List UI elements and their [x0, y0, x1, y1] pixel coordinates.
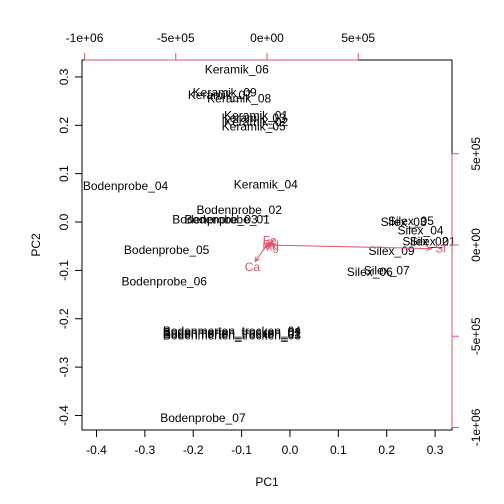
loading-label: Si	[435, 242, 446, 256]
x-tick-label: 0.0	[282, 443, 299, 457]
x-tick-label: -0.1	[231, 443, 252, 457]
observation-label: Silex_04	[398, 224, 444, 238]
observation-label: Bodenmerten_trocken_04	[163, 324, 301, 338]
y-tick-label: -0.2	[57, 308, 71, 329]
observation-label: Keramik_06	[205, 63, 269, 77]
observation-label: Keramik_05	[222, 119, 286, 133]
observation-label: Keramik_09	[193, 85, 257, 99]
observation-label: Keramik_03	[222, 111, 286, 125]
observation-label: Keramik_01	[224, 109, 288, 123]
y-tick-label: 0.0	[57, 213, 71, 230]
loading-label: Mg	[262, 239, 279, 253]
observation-label: Silex_03	[381, 215, 427, 229]
observation-label: Bodenprobe_07	[160, 411, 246, 425]
observation-label: Bodenprobe_06	[122, 275, 208, 289]
observation-label: Bodenmerten_trocken_01	[163, 327, 301, 341]
y-tick-label: -0.3	[57, 356, 71, 377]
observation-label: Keramik_04	[234, 177, 298, 191]
observation-labels: Keramik_06 Keramik_09Keramik_07Keramik_08…	[83, 63, 456, 425]
secondary-y-tick-label: -1e+06	[469, 408, 483, 446]
observation-label: Silex_09	[369, 244, 415, 258]
secondary-x-tick-label: 0e+00	[250, 31, 284, 45]
observation-label: Bodenprobe_01	[184, 213, 270, 227]
secondary-x-tick-label: -1e+06	[66, 31, 104, 45]
secondary-y-axis: 5e+05 0e+00 -5e+05 -1e+06	[451, 137, 483, 446]
observation-label: Silex_07	[364, 263, 410, 277]
x-axis: -0.4 -0.3 -0.2 -0.1 0.0 0.1 0.2 0.3	[86, 429, 444, 457]
y-axis-label: PC2	[29, 233, 43, 257]
loading-arrowhead	[254, 256, 260, 263]
observation-label: Bodenmerten_trocken_03	[163, 329, 301, 343]
observation-label: Keramik_07	[188, 88, 252, 102]
secondary-y-tick-label: 5e+05	[469, 137, 483, 171]
x-tick-label: 0.1	[330, 443, 347, 457]
x-tick-label: -0.4	[86, 443, 107, 457]
y-tick-label: -0.1	[57, 260, 71, 281]
loading-label: Ca	[245, 260, 261, 274]
secondary-x-tick-label: -5e+05	[157, 31, 195, 45]
x-tick-label: -0.2	[183, 443, 204, 457]
x-tick-label: 0.2	[378, 443, 395, 457]
observation-label: Silex_02	[402, 234, 448, 248]
observation-label: Bodenprobe_03	[172, 213, 258, 227]
secondary-x-axis: -1e+06 -5e+05 0e+00 5e+05	[66, 31, 375, 61]
observation-label: Silex_01	[410, 234, 456, 248]
observation-label: Bodenprobe_04	[83, 179, 169, 193]
y-tick-label: 0.2	[57, 117, 71, 134]
secondary-x-tick-label: 5e+05	[341, 31, 375, 45]
observation-label: Silex_06	[347, 265, 393, 279]
observation-label: Bodenprobe_05	[124, 243, 210, 257]
loading-arrowhead	[426, 245, 433, 252]
y-tick-label: 0.1	[57, 165, 71, 182]
x-axis-label: PC1	[255, 475, 279, 489]
loading-arrowhead	[264, 242, 271, 248]
y-tick-label: -0.4	[57, 405, 71, 426]
loading-arrow	[254, 244, 268, 262]
loading-label: K	[268, 237, 276, 251]
x-tick-label: 0.3	[427, 443, 444, 457]
loading-arrowhead	[263, 243, 270, 249]
observation-label: Keramik_08	[207, 92, 271, 106]
y-tick-label: 0.3	[57, 68, 71, 85]
y-axis: -0.4 -0.3 -0.2 -0.1 0.0 0.1 0.2 0.3	[57, 68, 83, 426]
loading-label: Al	[268, 238, 279, 252]
observation-label: Bodenmerten_trocken_02	[163, 325, 301, 339]
observation-label: Bodenprobe_02	[196, 203, 282, 217]
secondary-y-tick-label: -5e+05	[469, 317, 483, 355]
secondary-y-tick-label: 0e+00	[469, 228, 483, 262]
loading-arrow	[266, 244, 432, 250]
observation-label: Keramik_02	[224, 115, 288, 129]
x-tick-label: -0.3	[135, 443, 156, 457]
observation-label: Silex_05	[388, 214, 434, 228]
